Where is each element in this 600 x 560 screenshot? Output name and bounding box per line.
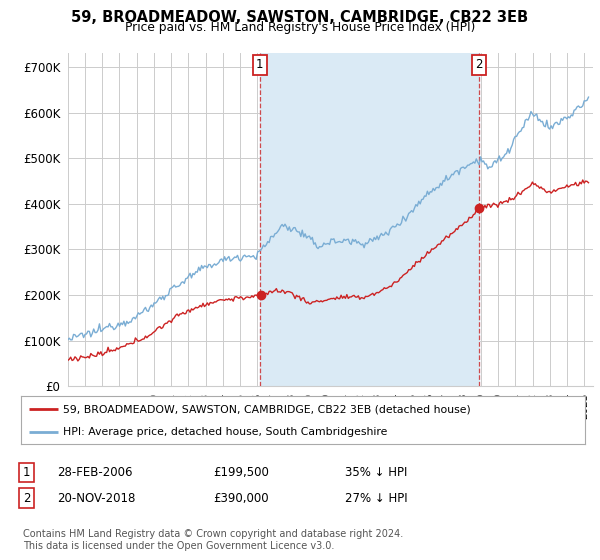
Text: Price paid vs. HM Land Registry's House Price Index (HPI): Price paid vs. HM Land Registry's House … [125,21,475,34]
Text: 27% ↓ HPI: 27% ↓ HPI [345,492,407,505]
Text: £199,500: £199,500 [213,466,269,479]
Text: HPI: Average price, detached house, South Cambridgeshire: HPI: Average price, detached house, Sout… [64,427,388,437]
Text: 59, BROADMEADOW, SAWSTON, CAMBRIDGE, CB22 3EB: 59, BROADMEADOW, SAWSTON, CAMBRIDGE, CB2… [71,10,529,25]
Text: 1: 1 [23,466,30,479]
Text: 28-FEB-2006: 28-FEB-2006 [57,466,133,479]
Bar [260,53,479,386]
Text: 2: 2 [23,492,30,505]
Text: Contains HM Land Registry data © Crown copyright and database right 2024.
This d: Contains HM Land Registry data © Crown c… [23,529,403,551]
Text: £390,000: £390,000 [213,492,269,505]
Text: 1: 1 [256,58,263,71]
Text: 20-NOV-2018: 20-NOV-2018 [57,492,136,505]
Text: 35% ↓ HPI: 35% ↓ HPI [345,466,407,479]
Text: 2: 2 [475,58,483,71]
Text: 59, BROADMEADOW, SAWSTON, CAMBRIDGE, CB22 3EB (detached house): 59, BROADMEADOW, SAWSTON, CAMBRIDGE, CB2… [64,404,471,414]
